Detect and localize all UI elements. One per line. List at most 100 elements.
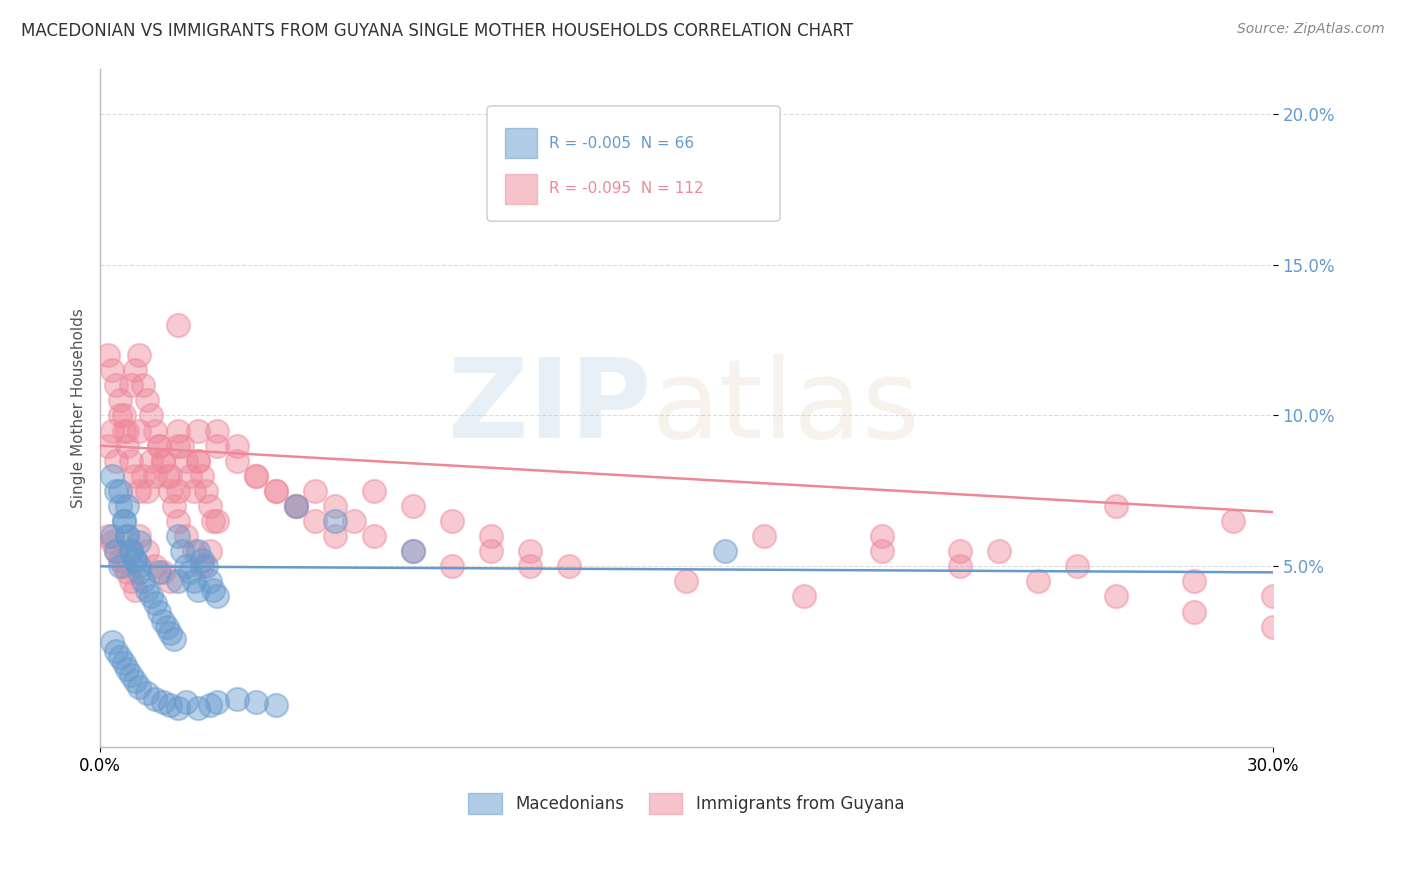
Point — [101, 535, 124, 549]
Point — [148, 439, 170, 453]
Point — [172, 439, 194, 453]
Point — [174, 559, 197, 574]
Point — [132, 468, 155, 483]
Point — [136, 544, 159, 558]
Point — [136, 393, 159, 408]
Point — [202, 514, 225, 528]
Point — [117, 439, 139, 453]
Point — [128, 566, 150, 580]
Point — [112, 424, 135, 438]
Point — [108, 553, 131, 567]
Point — [1105, 590, 1128, 604]
Point — [124, 583, 146, 598]
Point — [117, 566, 139, 580]
Point — [152, 695, 174, 709]
Point — [120, 544, 142, 558]
Point — [1105, 499, 1128, 513]
Point — [143, 424, 166, 438]
Point — [207, 424, 229, 438]
Text: Source: ZipAtlas.com: Source: ZipAtlas.com — [1237, 22, 1385, 37]
Point — [148, 439, 170, 453]
Point — [363, 483, 385, 498]
Point — [112, 514, 135, 528]
Point — [190, 468, 212, 483]
Point — [117, 529, 139, 543]
Point — [143, 559, 166, 574]
Point — [870, 529, 893, 543]
Point — [264, 698, 287, 712]
Point — [1066, 559, 1088, 574]
Point — [148, 605, 170, 619]
Point — [128, 559, 150, 574]
Point — [112, 559, 135, 574]
Point — [124, 363, 146, 377]
Point — [174, 695, 197, 709]
Point — [323, 514, 346, 528]
Point — [1182, 605, 1205, 619]
Point — [198, 499, 221, 513]
Point — [187, 701, 209, 715]
Point — [304, 483, 326, 498]
Point — [120, 668, 142, 682]
Point — [152, 454, 174, 468]
Point — [190, 559, 212, 574]
Point — [136, 583, 159, 598]
Point — [187, 583, 209, 598]
Point — [479, 544, 502, 558]
Point — [167, 424, 190, 438]
Point — [402, 544, 425, 558]
Point — [136, 686, 159, 700]
Point — [104, 544, 127, 558]
Point — [1261, 620, 1284, 634]
Point — [245, 695, 267, 709]
Point — [112, 656, 135, 670]
Point — [101, 634, 124, 648]
Point — [167, 574, 190, 589]
Point — [104, 544, 127, 558]
Point — [183, 574, 205, 589]
Point — [104, 454, 127, 468]
Text: atlas: atlas — [651, 354, 920, 461]
Point — [143, 595, 166, 609]
Point — [225, 439, 247, 453]
Point — [128, 483, 150, 498]
Point — [245, 468, 267, 483]
Point — [136, 483, 159, 498]
Point — [1182, 574, 1205, 589]
Point — [870, 544, 893, 558]
Point — [112, 514, 135, 528]
Point — [155, 620, 177, 634]
Point — [159, 625, 181, 640]
Point — [108, 499, 131, 513]
Point — [187, 454, 209, 468]
Point — [108, 483, 131, 498]
Point — [155, 468, 177, 483]
Point — [363, 529, 385, 543]
Point — [207, 695, 229, 709]
Point — [108, 559, 131, 574]
Point — [304, 514, 326, 528]
Point — [143, 692, 166, 706]
Point — [128, 680, 150, 694]
Point — [1222, 514, 1244, 528]
Point — [128, 424, 150, 438]
Point — [284, 499, 307, 513]
Point — [120, 544, 142, 558]
Point — [167, 701, 190, 715]
Point — [128, 535, 150, 549]
Point — [117, 424, 139, 438]
Point — [479, 529, 502, 543]
Point — [245, 468, 267, 483]
Point — [101, 529, 124, 543]
Point — [163, 632, 186, 646]
Point — [139, 454, 162, 468]
Point — [167, 529, 190, 543]
Point — [1026, 574, 1049, 589]
Point — [174, 529, 197, 543]
Point — [194, 559, 217, 574]
Point — [167, 318, 190, 332]
Point — [124, 553, 146, 567]
Point — [194, 483, 217, 498]
Point — [139, 590, 162, 604]
Point — [402, 499, 425, 513]
